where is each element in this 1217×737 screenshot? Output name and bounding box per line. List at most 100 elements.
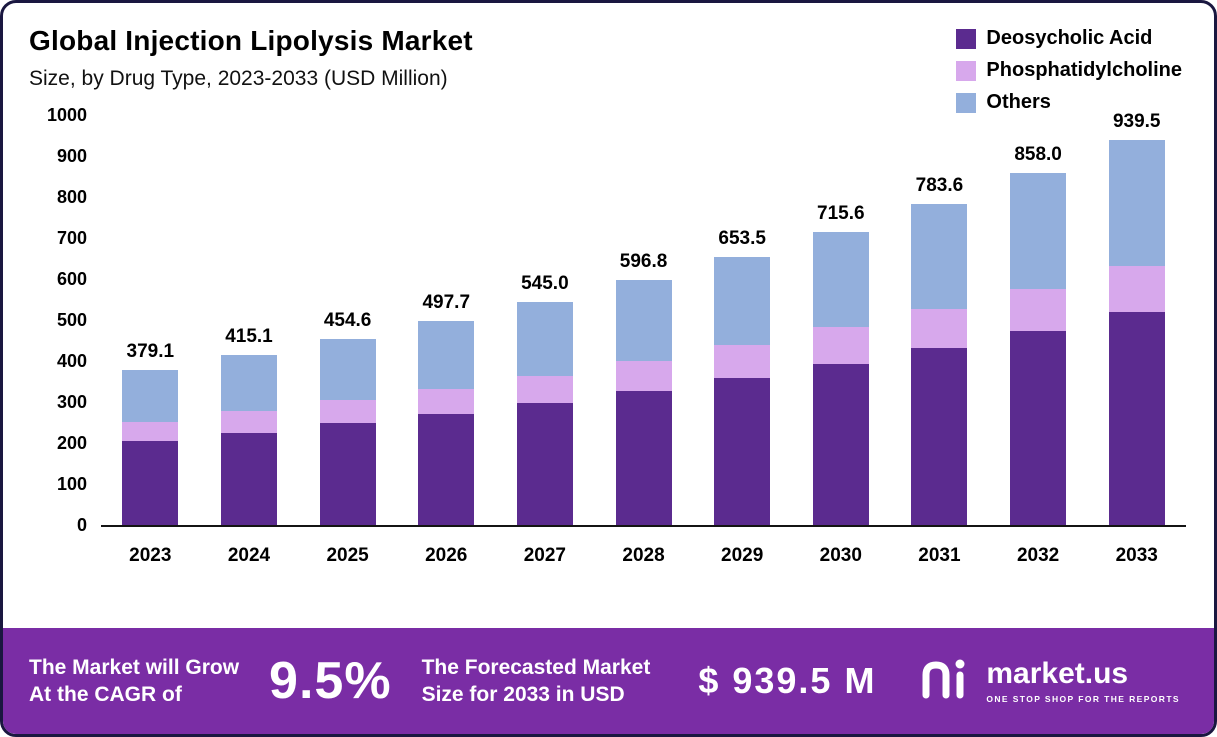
bar-segment-phosphatidylcholine [122,421,179,441]
x-axis-label-2033: 2033 [1115,545,1158,566]
bar-group-2033: 939.5 [1087,111,1186,525]
bar-segment-deosycholic-acid [812,363,869,525]
bar-group-2026: 497.7 [397,117,496,525]
bar-total-label: 379.1 [126,340,175,362]
bar-segment-phosphatidylcholine [714,345,771,379]
bar-total-label: 653.5 [718,228,766,250]
x-axis-label-2023: 2023 [129,545,172,566]
bar-segment-phosphatidylcholine [911,308,968,349]
bar-total-label: 939.5 [1112,110,1161,132]
bar-segment-phosphatidylcholine [319,399,376,423]
x-axis-label-2032: 2032 [1016,545,1060,566]
legend-item: Phosphatidylcholine [956,59,1182,82]
bar-group-2032: 858.0 [989,117,1088,525]
x-axis-label-2025: 2025 [326,545,369,566]
legend-item: Others [956,91,1182,114]
bar-segment-deosycholic-acid [1010,331,1067,525]
x-axis-label-2028: 2028 [622,545,665,566]
stacked-bar [1010,173,1067,525]
x-axis-label-2027: 2027 [523,545,567,566]
bar-total-label: 596.8 [619,251,668,273]
bar-segment-deosycholic-acid [911,348,968,525]
bar-group-2031: 783.6 [890,117,989,525]
forecast-label: The Forecasted Market Size for 2033 in U… [422,654,651,709]
bar-total-label: 545.0 [521,272,569,294]
y-axis-tick-400: 400 [56,351,87,371]
stacked-bar [615,280,672,525]
bar-segment-deosycholic-acid [615,390,672,525]
x-axis-labels: 2023 2024 2025 2026 2027 2028 2029 2030 2031 2032… [101,545,1186,567]
stacked-bar [516,301,573,525]
bar-total-label: 415.1 [225,325,273,347]
stacked-bar [220,354,277,525]
forecast-value: $ 939.5 M [698,660,877,701]
bar-segment-others [122,369,179,422]
y-axis-tick-600: 600 [56,269,87,289]
y-axis-tick-0: 0 [76,515,87,535]
bar-group-2025: 454.6 [298,117,397,525]
bar-total-label: 497.7 [422,291,471,313]
legend-swatch [956,92,977,113]
stacked-bar [1108,139,1165,525]
bar-group-2027: 545.0 [496,117,595,525]
bar-segment-others [911,203,968,309]
x-axis-label-2024: 2024 [227,545,271,566]
bar-segment-deosycholic-acid [418,413,475,525]
bar-segment-deosycholic-acid [319,422,376,525]
bar-segment-others [615,280,672,361]
legend-label: Phosphatidylcholine [986,59,1182,81]
stacked-bar [418,320,475,525]
bar-segment-deosycholic-acid [220,432,277,525]
chart-area: 0 100 200 300 400 500 600 700 800 900 1000 379.1 415… [27,106,1186,567]
bar-total-label: 858.0 [1014,144,1062,166]
chart-subtitle: Size, by Drug Type, 2023-2033 (USD Milli… [29,67,448,90]
bar-segment-others [319,338,376,400]
stacked-bar [122,369,179,525]
bar-segment-others [516,301,573,376]
bar-segment-others [714,257,771,346]
chart-header: Global Injection Lipolysis Market Size, … [3,3,1214,113]
x-axis-label-2026: 2026 [425,545,468,566]
bar-segment-phosphatidylcholine [812,327,869,364]
bar-total-label: 715.6 [817,202,865,224]
bar-total-label: 783.6 [915,174,964,196]
bar-segment-others [1010,173,1067,289]
bar-segment-phosphatidylcholine [1108,266,1165,313]
bar-segment-phosphatidylcholine [516,375,573,404]
bar-segment-deosycholic-acid [516,403,573,525]
bar-segment-others [418,320,475,389]
bar-segment-phosphatidylcholine [615,360,672,391]
bar-segment-phosphatidylcholine [220,411,277,433]
cagr-value: 9.5% [269,652,392,710]
bar-segment-others [812,231,869,328]
y-axis-tick-500: 500 [56,310,87,330]
forecast-label-line2: Size for 2033 in USD [421,683,625,706]
legend: Deosycholic Acid Phosphatidylcholine Other… [956,27,1182,114]
forecast-label-line1: The Forecasted Market [421,655,651,679]
bar-group-2023: 379.1 [101,117,200,525]
growth-label: The Market will Grow At the CAGR of [29,654,239,709]
plot-area: 0 100 200 300 400 500 600 700 800 900 1000 379.1 415… [47,106,1186,534]
bar-segment-others [220,354,277,412]
x-axis-label-2031: 2031 [918,545,961,566]
bar-group-2028: 596.8 [594,117,693,525]
legend-item: Deosycholic Acid [956,27,1182,50]
bar-group-2024: 415.1 [200,117,299,525]
bar-segment-deosycholic-acid [1108,312,1165,525]
growth-label-line2: At the CAGR of [29,683,182,706]
y-axis-tick-700: 700 [56,228,87,248]
y-axis-tick-1000: 1000 [46,105,87,125]
chart-title: Global Injection Lipolysis Market [29,25,473,56]
bar-total-label: 454.6 [323,309,372,331]
bar-segment-phosphatidylcholine [1010,288,1067,332]
brand-name: market.us [986,656,1129,690]
x-axis-label-2030: 2030 [819,545,862,566]
bar-group-2029: 653.5 [693,117,792,525]
bar-segment-phosphatidylcholine [418,388,475,414]
y-axis-tick-200: 200 [56,433,87,453]
y-axis-tick-800: 800 [56,187,87,207]
brand-logo: market.us ONE STOP SHOP FOR THE REPORTS [920,657,1180,706]
growth-label-line1: The Market will Grow [29,655,240,679]
stacked-bar [319,338,376,525]
